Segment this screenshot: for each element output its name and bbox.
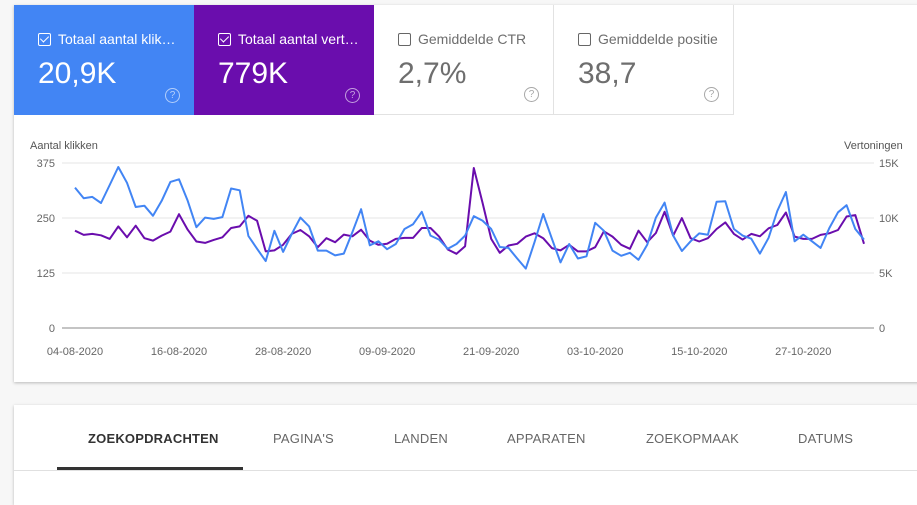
- y-tick-left: 250: [37, 213, 55, 225]
- x-tick-label: 15-10-2020: [671, 346, 727, 358]
- help-icon[interactable]: ?: [345, 88, 360, 103]
- metric-label: Gemiddelde positie: [598, 31, 718, 47]
- tab-zoekopdrachten[interactable]: ZOEKOPDRACHTEN: [88, 431, 219, 446]
- y-tick-right: 0: [879, 323, 885, 335]
- active-tab-indicator: [57, 467, 243, 470]
- x-tick-label: 03-10-2020: [567, 346, 623, 358]
- series-line-impressions: [74, 167, 865, 255]
- metric-value: 2,7%: [398, 57, 467, 90]
- checkbox-icon[interactable]: [398, 32, 411, 46]
- x-tick-label: 21-09-2020: [463, 346, 519, 358]
- tab-zoekopmaak[interactable]: ZOEKOPMAAK: [646, 431, 740, 446]
- performance-card: Totaal aantal klik… 20,9K ? Totaal aanta…: [14, 5, 917, 382]
- series-line-clicks: [74, 166, 865, 270]
- line-chart: 0 0 125 5K 250 10K 375 15K 04-08-2020 16-08-2020 2…: [37, 158, 900, 358]
- help-icon[interactable]: ?: [165, 88, 180, 103]
- help-icon[interactable]: ?: [704, 87, 719, 102]
- dimension-tabs-card: ZOEKOPDRACHTEN PAGINA'S LANDEN APPARATEN…: [14, 405, 917, 505]
- y-tick-left: 375: [37, 158, 55, 170]
- tab-paginas[interactable]: PAGINA'S: [273, 431, 334, 446]
- y-tick-right: 5K: [879, 268, 893, 280]
- y-tick-left: 0: [49, 323, 55, 335]
- x-tick-label: 04-08-2020: [47, 346, 103, 358]
- tab-apparaten[interactable]: APPARATEN: [507, 431, 586, 446]
- x-tick-label: 27-10-2020: [775, 346, 831, 358]
- metric-label: Totaal aantal klik…: [58, 31, 176, 47]
- metric-label: Gemiddelde CTR: [418, 31, 527, 47]
- metric-total-impressions[interactable]: Totaal aantal vert… 779K ?: [194, 5, 374, 115]
- metric-value: 38,7: [578, 57, 637, 90]
- x-tick-label: 28-08-2020: [255, 346, 311, 358]
- metric-average-position[interactable]: Gemiddelde positie 38,7 ?: [554, 5, 734, 115]
- tab-landen[interactable]: LANDEN: [394, 431, 448, 446]
- metric-value: 779K: [218, 57, 289, 90]
- y-axis-right-title: Vertoningen: [844, 140, 903, 152]
- tab-datums[interactable]: DATUMS: [798, 431, 854, 446]
- x-tick-label: 16-08-2020: [151, 346, 207, 358]
- metric-average-ctr[interactable]: Gemiddelde CTR 2,7% ?: [374, 5, 554, 115]
- metric-label: Totaal aantal vert…: [238, 31, 359, 47]
- checkbox-icon[interactable]: [578, 32, 591, 46]
- checkbox-icon[interactable]: [218, 32, 231, 46]
- metric-total-clicks[interactable]: Totaal aantal klik… 20,9K ?: [14, 5, 194, 115]
- checkbox-icon[interactable]: [38, 32, 51, 46]
- y-axis-left-title: Aantal klikken: [30, 140, 98, 152]
- y-tick-left: 125: [37, 268, 55, 280]
- metric-value: 20,9K: [38, 57, 117, 90]
- divider: [14, 470, 917, 471]
- y-tick-right: 10K: [879, 213, 899, 225]
- help-icon[interactable]: ?: [524, 87, 539, 102]
- y-tick-right: 15K: [879, 158, 899, 170]
- x-tick-label: 09-09-2020: [359, 346, 415, 358]
